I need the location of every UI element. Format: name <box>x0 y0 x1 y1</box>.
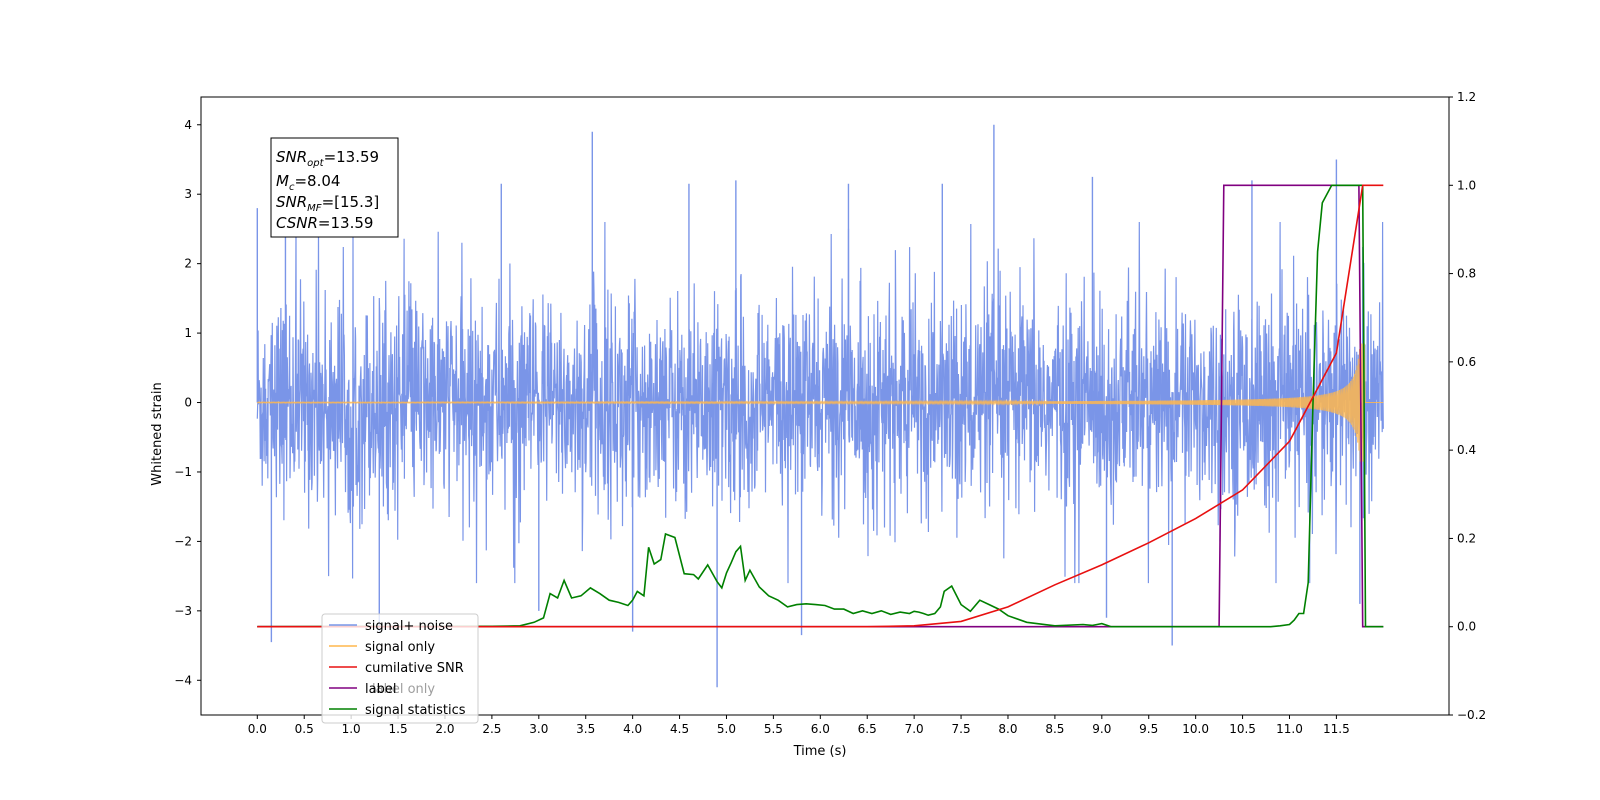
x-tick-label: 11.5 <box>1323 722 1350 736</box>
x-axis-label: Time (s) <box>793 744 847 759</box>
legend-item-label: label <box>329 682 396 697</box>
y2-tick-label: 0.8 <box>1457 267 1476 281</box>
x-tick-label: 7.0 <box>905 722 924 736</box>
x-tick-label: 9.5 <box>1139 722 1158 736</box>
annotation-box: SNRopt=13.59 Mc=8.04 SNRMF=[15.3] CSNR=1… <box>270 137 399 238</box>
x-axis: 0.0 0.5 1.0 1.5 2.0 2.5 3.0 3.5 4.0 4.5 5.0 5.5 6.0 6… <box>248 715 1350 736</box>
legend-label-signal-noise: signal+ noise <box>365 619 453 634</box>
x-tick-label: 11.0 <box>1276 722 1303 736</box>
legend-label-cumilative-snr: cumilative SNR <box>365 661 464 676</box>
legend-frame <box>321 613 479 724</box>
legend-label-signal-only: signal only <box>365 640 435 655</box>
x-tick-label: 4.0 <box>623 722 642 736</box>
x-tick-label: 3.0 <box>529 722 548 736</box>
x-tick-label: 2.0 <box>435 722 454 736</box>
x-tick-label: 4.5 <box>670 722 689 736</box>
y-axis-right: 1.2 1.0 0.8 0.6 0.4 0.2 0.0 −0.2 <box>1449 90 1486 722</box>
legend-label-label-only: label only <box>372 682 435 697</box>
y2-tick-label: 1.0 <box>1457 178 1476 192</box>
legend-label-label: label <box>365 682 396 697</box>
y-tick-label: −4 <box>174 673 192 687</box>
y2-tick-label: 1.2 <box>1457 90 1476 104</box>
annotation-line-chirp-mass: Mc=8.04 <box>276 172 340 193</box>
x-tick-label: 10.5 <box>1229 722 1256 736</box>
y-axis-label: Whitened strain <box>150 382 165 485</box>
y-tick-label: −3 <box>174 604 192 618</box>
x-tick-label: 3.5 <box>576 722 595 736</box>
legend-item-signal-noise: signal+ noise <box>329 619 453 634</box>
x-tick-label: 6.0 <box>811 722 830 736</box>
annotation-frame <box>270 137 399 238</box>
series-signal-only <box>256 343 1384 462</box>
x-tick-label: 0.0 <box>248 722 267 736</box>
x-tick-label: 7.5 <box>952 722 971 736</box>
y-tick-label: 4 <box>184 118 192 132</box>
x-tick-label: 8.5 <box>1045 722 1064 736</box>
plot-area <box>256 124 1384 688</box>
x-tick-label: 2.5 <box>482 722 501 736</box>
legend-item-signal-only: signal only <box>329 640 435 655</box>
annotation-line-csnr: CSNR=13.59 <box>276 214 373 232</box>
x-tick-label: 1.0 <box>342 722 361 736</box>
y2-tick-label: 0.6 <box>1457 355 1476 369</box>
x-tick-label: 0.5 <box>295 722 314 736</box>
y-tick-label: −2 <box>174 534 192 548</box>
y-tick-label: −1 <box>174 465 192 479</box>
x-tick-label: 5.0 <box>717 722 736 736</box>
legend: signal+ noise signal only cumilative SNR… <box>321 613 479 724</box>
series-signal-statistics <box>257 184 1384 628</box>
x-tick-label: 6.5 <box>858 722 877 736</box>
legend-item-signal-statistics: signal statistics <box>329 703 466 718</box>
axes-frame <box>200 96 1450 716</box>
y-tick-label: 2 <box>184 257 192 271</box>
y-tick-label: 1 <box>184 326 192 340</box>
y2-tick-label: 0.2 <box>1457 531 1476 545</box>
y2-tick-label: 0.4 <box>1457 443 1476 457</box>
y-axis-left: 4 3 2 1 0 −1 −2 −3 −4 <box>174 118 201 687</box>
x-tick-label: 1.5 <box>389 722 408 736</box>
annotation-line-snr-mf: SNRMF=[15.3] <box>276 193 379 214</box>
series-signal-noise <box>256 221 1384 584</box>
legend-item-cumilative-snr: cumilative SNR <box>329 661 464 676</box>
legend-label-signal-statistics: signal statistics <box>365 703 466 718</box>
y2-tick-label: −0.2 <box>1457 708 1486 722</box>
y-tick-label: 0 <box>184 396 192 410</box>
x-tick-label: 9.0 <box>1092 722 1111 736</box>
x-tick-label: 8.0 <box>998 722 1017 736</box>
series-cumilative-snr <box>257 184 1384 628</box>
y-tick-label: 3 <box>184 187 192 201</box>
x-tick-label: 10.0 <box>1182 722 1209 736</box>
annotation-line-snr-opt: SNRopt=13.59 <box>276 148 379 169</box>
x-tick-label: 5.5 <box>764 722 783 736</box>
y2-tick-label: 0.0 <box>1457 620 1476 634</box>
